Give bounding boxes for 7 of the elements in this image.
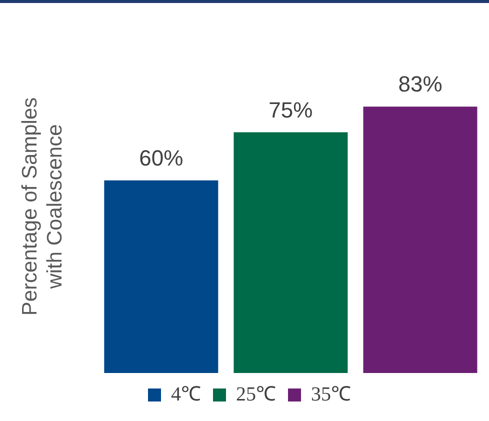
data-label: 75% bbox=[268, 97, 313, 122]
data-label: 83% bbox=[398, 72, 442, 97]
legend-label: 25℃ bbox=[236, 383, 276, 406]
legend-label: 35℃ bbox=[311, 383, 351, 406]
data-label: 60% bbox=[139, 145, 184, 170]
y-axis-title: Percentage of Samples with Coalescence bbox=[18, 97, 67, 316]
legend-label: 4℃ bbox=[171, 383, 201, 406]
